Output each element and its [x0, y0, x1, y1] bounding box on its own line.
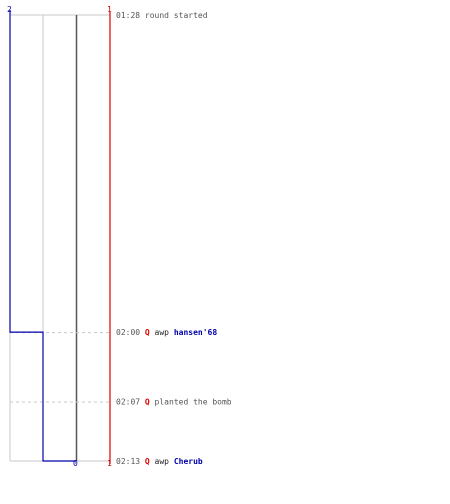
event-text-red: Q [145, 457, 150, 466]
event-text-red: Q [145, 398, 150, 407]
blue-team-step-line [9, 10, 76, 462]
event-entry: 02:13 Q awp Cherub [116, 457, 203, 466]
event-entry: 01:28 round started [116, 11, 208, 20]
event-text-dark: awp [150, 328, 174, 337]
event-entry: 02:07 Q planted the bomb [116, 398, 232, 407]
event-time: 02:07 [116, 398, 145, 407]
event-time: 01:28 [116, 11, 145, 20]
event-text-default: round started [145, 11, 208, 20]
event-text-blue: hansen'68 [174, 328, 218, 337]
event-text-default: planted the bomb [150, 398, 232, 407]
event-text-dark: awp [150, 457, 174, 466]
event-dash-lines [10, 332, 110, 403]
event-log: 01:28 round started 02:00 Q awp hansen'68… [116, 11, 232, 466]
event-text-blue: Cherub [174, 457, 203, 466]
event-time: 02:13 [116, 457, 145, 466]
event-text-red: Q [145, 328, 150, 337]
event-time: 02:00 [116, 328, 145, 337]
blue-top-label: 2 [7, 5, 12, 14]
bottom-center-label: 0 [73, 459, 78, 468]
red-top-label: 1 [107, 5, 112, 14]
event-entry: 02:00 Q awp hansen'68 [116, 328, 217, 337]
red-bottom-label: 1 [107, 459, 112, 468]
